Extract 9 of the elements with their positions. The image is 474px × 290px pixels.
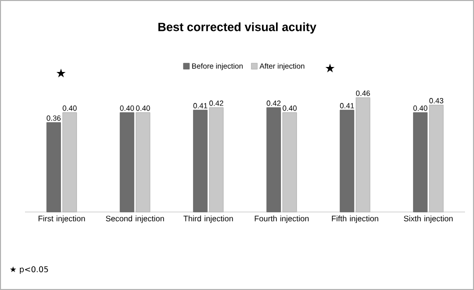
bar	[46, 122, 61, 212]
text: ★	[325, 64, 335, 72]
bar	[120, 112, 134, 212]
bar	[266, 107, 281, 212]
bar	[340, 110, 354, 212]
text: ★	[56, 68, 66, 78]
chart-title: Best corrected visual acuity	[158, 22, 316, 34]
bar	[193, 110, 208, 212]
bar	[413, 112, 428, 212]
